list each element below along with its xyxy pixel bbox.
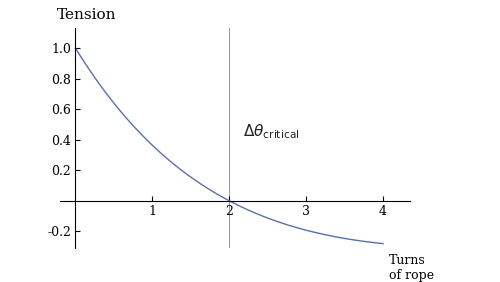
Text: $\Delta\theta_{\mathrm{critical}}$: $\Delta\theta_{\mathrm{critical}}$: [243, 123, 300, 141]
Text: Turns
of rope: Turns of rope: [389, 254, 434, 282]
Text: Tension: Tension: [56, 8, 116, 22]
